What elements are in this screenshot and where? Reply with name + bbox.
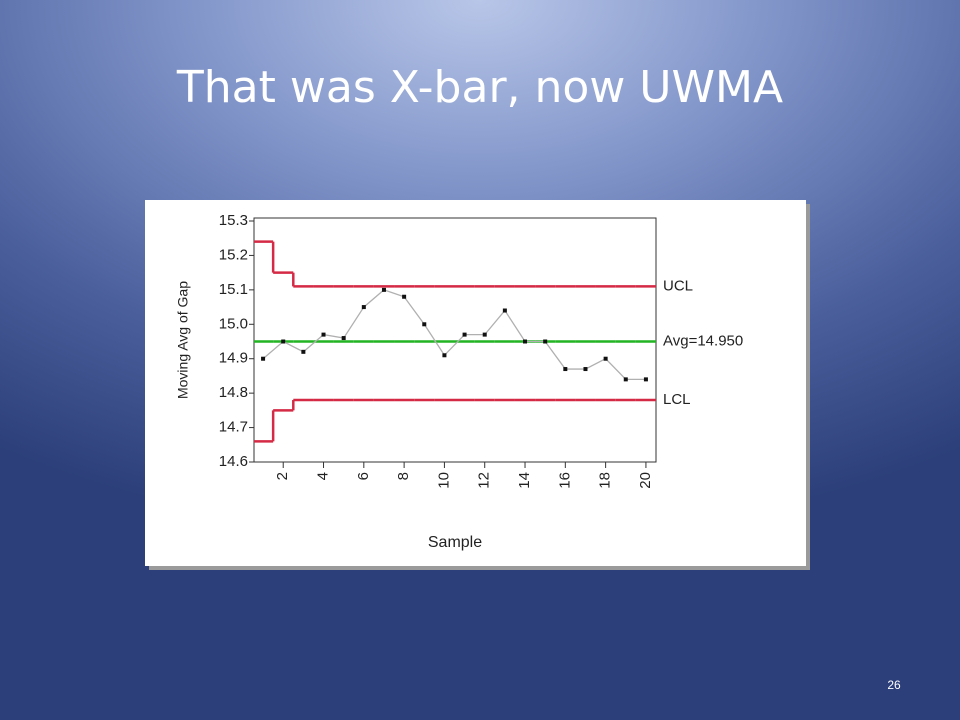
- page-number: 26: [887, 678, 901, 692]
- x-tick-label: 14: [516, 472, 533, 489]
- data-line: [262, 289, 646, 381]
- y-tick-label: 15.3: [219, 212, 248, 229]
- x-tick-label: 8: [395, 472, 412, 480]
- x-tick-label: 4: [314, 472, 331, 480]
- data-point: [482, 332, 487, 337]
- data-point: [321, 332, 326, 337]
- y-axis-label: Moving Avg of Gap: [175, 281, 191, 399]
- limit-label: UCL: [663, 277, 693, 294]
- y-tick-label: 14.8: [219, 384, 248, 401]
- y-tick-label: 14.9: [219, 350, 248, 367]
- data-point: [261, 356, 266, 361]
- x-tick-label: 12: [476, 472, 493, 489]
- y-tick-label: 15.2: [219, 246, 248, 263]
- slide-title: That was X-bar, now UWMA: [176, 62, 784, 113]
- data-point: [563, 367, 568, 372]
- y-tick-label: 14.6: [219, 453, 248, 470]
- data-point: [341, 336, 346, 341]
- x-tick-label: 20: [637, 472, 654, 489]
- data-point: [523, 339, 528, 344]
- data-point: [281, 339, 286, 344]
- y-tick-label: 14.7: [219, 419, 248, 436]
- x-axis-label: Sample: [428, 534, 482, 551]
- data-point: [583, 367, 588, 372]
- limit-label: LCL: [663, 391, 691, 408]
- chart-panel: [145, 200, 806, 566]
- data-point: [603, 356, 608, 361]
- data-point: [543, 339, 548, 344]
- x-tick-label: 10: [435, 472, 452, 489]
- data-point: [502, 308, 507, 313]
- y-tick-label: 15.1: [219, 281, 248, 298]
- x-tick-label: 2: [274, 472, 291, 480]
- data-point: [422, 322, 427, 327]
- x-tick-label: 18: [597, 472, 614, 489]
- data-point: [361, 305, 366, 310]
- x-tick-label: 6: [355, 472, 372, 480]
- data-point: [643, 377, 648, 382]
- y-tick-label: 15.0: [219, 315, 248, 332]
- data-point: [381, 287, 386, 292]
- data-point: [623, 377, 628, 382]
- limit-label: Avg=14.950: [663, 332, 743, 349]
- data-point: [462, 332, 467, 337]
- data-point: [402, 294, 407, 299]
- data-point: [442, 353, 447, 358]
- data-point: [301, 349, 306, 354]
- plot-frame: [253, 217, 657, 463]
- x-tick-label: 16: [556, 472, 573, 489]
